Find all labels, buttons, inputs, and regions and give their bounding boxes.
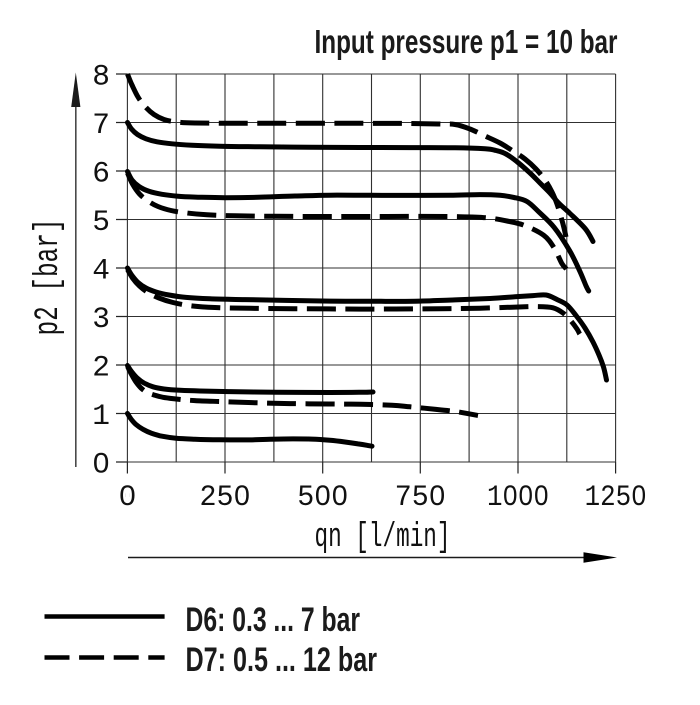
svg-text:1: 1 [92, 399, 110, 433]
svg-text:8: 8 [92, 59, 110, 93]
svg-text:2: 2 [92, 350, 110, 384]
svg-text:7: 7 [92, 108, 110, 142]
svg-text:4: 4 [92, 253, 110, 287]
svg-text:D6: 0.3 ... 7 bar: D6: 0.3 ... 7 bar [186, 601, 361, 639]
svg-text:D7: 0.5 ... 12 bar: D7: 0.5 ... 12 bar [186, 641, 378, 679]
svg-text:6: 6 [92, 156, 110, 190]
svg-text:5: 5 [92, 205, 110, 239]
svg-text:p2 [bar]: p2 [bar] [30, 219, 68, 336]
svg-text:qn [l/min]: qn [l/min] [315, 519, 451, 557]
svg-text:1250: 1250 [585, 480, 647, 514]
svg-text:3: 3 [92, 302, 110, 336]
svg-text:Input pressure p1 = 10 bar: Input pressure p1 = 10 bar [315, 23, 618, 60]
svg-text:1000: 1000 [487, 480, 549, 514]
